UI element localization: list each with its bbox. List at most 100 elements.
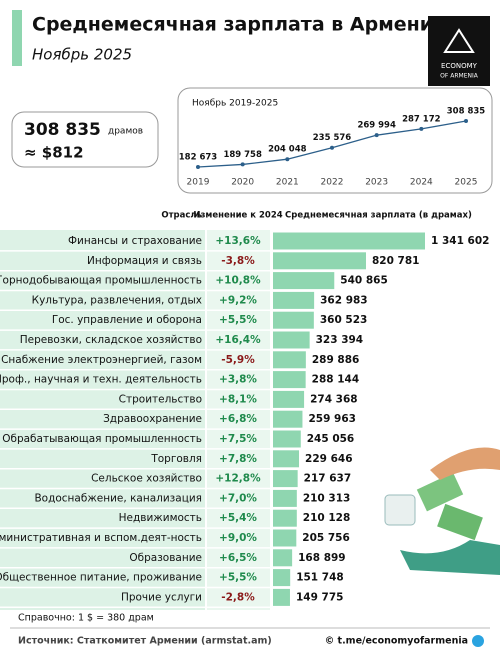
value-label: 323 394 — [316, 334, 364, 346]
value-label: 189 758 — [223, 150, 262, 160]
change-label: +7,8% — [219, 453, 257, 465]
category-label: Торговля — [150, 453, 202, 465]
bar — [273, 390, 305, 408]
bar — [273, 489, 297, 507]
bar — [273, 410, 303, 428]
value-label: 820 781 — [372, 255, 420, 267]
change-bg — [207, 230, 270, 610]
point — [464, 119, 468, 123]
category-label: Снабжение электроэнергией, газом — [1, 354, 202, 366]
summary-box — [11, 111, 159, 168]
credit: © t.me/economyofarmenia — [325, 636, 468, 647]
value-label: 287 172 — [402, 114, 441, 124]
banknote — [437, 503, 483, 541]
value-label: 245 056 — [307, 433, 355, 445]
bar — [273, 331, 310, 349]
value-label: 362 983 — [320, 294, 368, 306]
category-label: Образование — [129, 552, 202, 564]
x-tick-label: 2023 — [365, 178, 388, 188]
value-label: 308 835 — [447, 107, 486, 117]
accent-bar — [12, 10, 22, 66]
value-label: 210 128 — [303, 512, 351, 524]
logo-text: OF ARMENIA — [440, 73, 479, 80]
change-label: -2,8% — [221, 591, 255, 603]
value-label: 360 523 — [320, 314, 368, 326]
value-label: 288 144 — [312, 374, 360, 386]
value-label: 151 748 — [296, 572, 344, 584]
category-label: Сельское хозяйство — [91, 473, 202, 485]
category-label: Горнодобывающая промышленность — [0, 275, 202, 287]
value-label: 182 673 — [179, 153, 218, 163]
category-label: Общественное питание, проживание — [0, 572, 202, 584]
column-header: Отрасль — [161, 211, 202, 221]
value-label: 149 775 — [296, 591, 344, 603]
change-label: +16,4% — [215, 334, 261, 346]
bar — [273, 272, 335, 290]
category-label: Административная и вспом.деят-ность — [0, 532, 202, 544]
x-tick-label: 2021 — [276, 178, 299, 188]
value-label: 205 756 — [302, 532, 350, 544]
change-label: -5,9% — [221, 354, 255, 366]
line-title: Ноябрь 2019-2025 — [192, 99, 278, 109]
bar — [273, 351, 306, 369]
change-label: +5,5% — [219, 572, 257, 584]
point — [374, 133, 379, 138]
summary-usd: ≈ $812 — [24, 144, 84, 162]
value-label: 274 368 — [310, 393, 358, 405]
category-label: Информация и связь — [87, 255, 202, 267]
x-tick-label: 2020 — [231, 178, 254, 188]
category-label: Гос. управление и оборона — [52, 314, 202, 326]
logo-text: ECONOMY — [441, 62, 478, 70]
change-label: +10,8% — [215, 275, 261, 287]
value-label: 210 313 — [303, 492, 351, 504]
bar — [273, 430, 301, 448]
logo-icon — [443, 28, 475, 53]
value-label: 540 865 — [340, 275, 388, 287]
hand — [430, 447, 500, 480]
bar — [273, 291, 315, 309]
category-bg — [0, 230, 205, 610]
x-tick-label: 2022 — [321, 178, 344, 188]
x-tick-label: 2024 — [410, 178, 433, 188]
summary-amount: 308 835 — [24, 120, 101, 140]
column-header: Изменение к 2024 — [193, 211, 282, 221]
banknote — [416, 472, 464, 512]
value-label: 1 341 602 — [431, 235, 489, 247]
category-label: Культура, развлечения, отдых — [32, 294, 202, 306]
change-label: +7,0% — [219, 492, 257, 504]
category-label: Здравоохранение — [103, 413, 202, 425]
change-label: +12,8% — [215, 473, 261, 485]
bar — [273, 252, 366, 270]
value-label: 204 048 — [268, 145, 307, 155]
x-tick-label: 2019 — [187, 178, 210, 188]
subtitle: Ноябрь 2025 — [32, 46, 132, 64]
bar — [273, 509, 297, 527]
telegram-icon — [472, 635, 484, 647]
category-label: Недвижимость — [119, 512, 202, 524]
bar — [273, 569, 291, 587]
category-label: Проф., научная и техн. деятельность — [0, 374, 202, 386]
bar — [273, 371, 306, 389]
bar — [273, 529, 297, 547]
category-label: Водоснабжение, канализация — [34, 492, 202, 504]
point — [196, 165, 200, 169]
point — [285, 157, 290, 162]
bar — [273, 549, 293, 567]
value-label: 168 899 — [298, 552, 346, 564]
value-label: 235 576 — [313, 133, 352, 143]
source: Источник: Статкомитет Армении (armstat.a… — [18, 636, 272, 647]
value-label: 217 637 — [304, 473, 352, 485]
note: Справочно: 1 $ = 380 драм — [18, 613, 154, 624]
change-label: -3,8% — [221, 255, 255, 267]
x-tick-label: 2025 — [455, 178, 478, 188]
category-label: Прочие услуги — [121, 591, 202, 603]
category-label: Перевозки, складское хозяйство — [20, 334, 202, 346]
value-label: 259 963 — [308, 413, 356, 425]
bar — [273, 588, 290, 606]
value-label: 289 886 — [312, 354, 360, 366]
change-label: +6,5% — [219, 552, 257, 564]
bar — [273, 470, 298, 488]
value-label: 229 646 — [305, 453, 353, 465]
bar — [273, 232, 425, 250]
